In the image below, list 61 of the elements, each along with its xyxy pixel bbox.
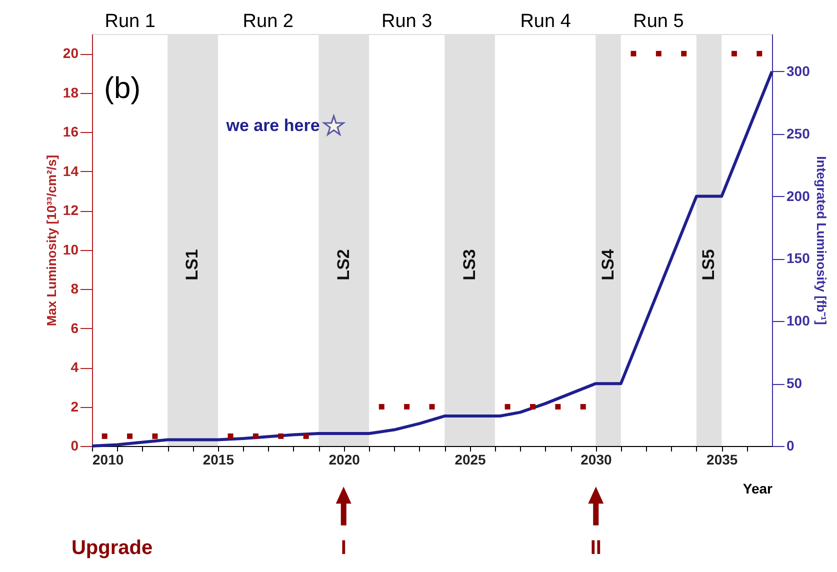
y2-tick-label: 250 bbox=[786, 125, 810, 142]
band-label: LS5 bbox=[699, 249, 718, 280]
text: Run 1 bbox=[104, 11, 156, 32]
point bbox=[252, 433, 258, 439]
text: Run 5 bbox=[633, 11, 684, 32]
point bbox=[731, 50, 737, 56]
point bbox=[152, 433, 158, 439]
point bbox=[127, 433, 133, 439]
y-tick-label: 20 bbox=[62, 45, 79, 62]
point bbox=[530, 404, 536, 410]
point bbox=[278, 433, 284, 439]
point bbox=[378, 404, 384, 410]
y2-tick-label: 100 bbox=[786, 312, 810, 329]
y-tick-label: 10 bbox=[62, 241, 79, 258]
point bbox=[630, 50, 636, 56]
point bbox=[580, 404, 586, 410]
text: Run 2 bbox=[242, 11, 294, 32]
y-tick-label: 8 bbox=[70, 280, 79, 297]
x-tick-label: 2035 bbox=[706, 452, 738, 468]
y-tick-label: 16 bbox=[62, 124, 79, 140]
point bbox=[681, 50, 687, 56]
y2-tick-label: 200 bbox=[786, 188, 810, 204]
text: I bbox=[340, 537, 346, 559]
x-tick-label: 2015 bbox=[202, 452, 234, 468]
x-tick-label: 2010 bbox=[92, 452, 124, 468]
text: (b) bbox=[104, 72, 141, 105]
y-tick-label: 12 bbox=[62, 202, 79, 218]
y-axis-title: Max Luminosity [10³³/cm²/s] bbox=[44, 154, 59, 326]
y2-axis-title: Integrated Luminosity [fb⁻¹] bbox=[814, 156, 829, 325]
point bbox=[504, 404, 510, 410]
point bbox=[404, 404, 410, 410]
annotation: we are here bbox=[225, 116, 320, 136]
text: Run 4 bbox=[520, 11, 572, 32]
text: Run 3 bbox=[381, 11, 432, 32]
point bbox=[429, 404, 435, 410]
point bbox=[756, 50, 762, 56]
y-tick-label: 4 bbox=[70, 359, 79, 376]
text: II bbox=[590, 537, 602, 559]
y-tick-label: 18 bbox=[62, 84, 79, 100]
band-label: LS4 bbox=[598, 248, 618, 280]
y2-tick-label: 50 bbox=[786, 375, 802, 392]
band-label: LS2 bbox=[334, 249, 353, 280]
y2-tick-label: 150 bbox=[786, 250, 810, 266]
band-label: LS3 bbox=[460, 249, 479, 280]
point bbox=[102, 433, 108, 439]
x-axis-title: Year bbox=[742, 480, 774, 496]
y-tick-label: 14 bbox=[62, 162, 79, 179]
y2-tick-label: 0 bbox=[786, 438, 794, 454]
point bbox=[656, 50, 662, 56]
x-tick-label: 2030 bbox=[580, 452, 612, 468]
band-label: LS1 bbox=[182, 249, 202, 280]
x-tick-label: 2020 bbox=[328, 452, 360, 468]
point bbox=[228, 433, 234, 439]
y-tick-label: 2 bbox=[70, 398, 79, 414]
point bbox=[555, 404, 561, 410]
x-tick-label: 2025 bbox=[454, 452, 486, 468]
y2-tick-label: 300 bbox=[786, 62, 810, 79]
y-tick-label: 6 bbox=[70, 320, 79, 336]
y-tick-label: 0 bbox=[70, 438, 79, 454]
text: Upgrade bbox=[71, 537, 153, 559]
point bbox=[303, 433, 309, 439]
